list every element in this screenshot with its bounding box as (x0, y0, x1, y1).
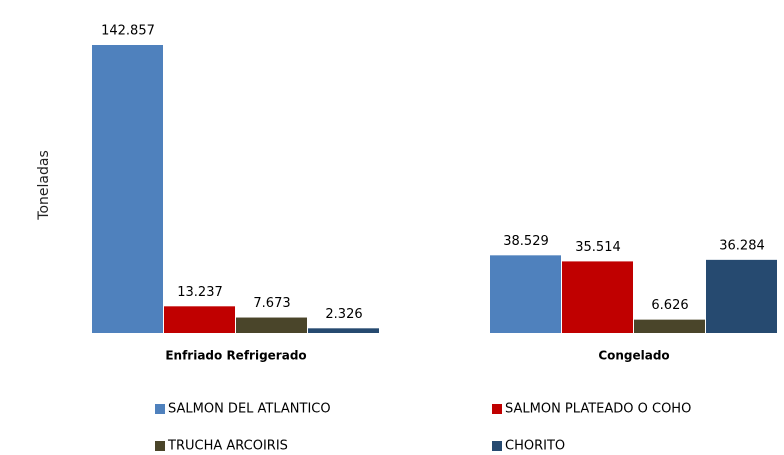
data-label: 13.237 (177, 285, 223, 300)
x-tick-label: Congelado (598, 349, 669, 363)
bar (562, 261, 633, 333)
x-tick-label: Enfriado Refrigerado (165, 349, 306, 363)
bar (236, 317, 307, 333)
bar (634, 319, 705, 333)
bar (308, 328, 379, 333)
legend-swatch (492, 441, 502, 451)
legend-swatch (155, 404, 165, 414)
data-label: 36.284 (719, 238, 765, 253)
bar (490, 255, 561, 333)
data-label: 6.626 (651, 298, 688, 313)
legend-swatch (492, 404, 502, 414)
data-label: 7.673 (253, 296, 290, 311)
bar (706, 259, 777, 333)
y-axis-label: Toneladas (36, 150, 52, 220)
legend-label: CHORITO (505, 439, 565, 454)
bar (164, 306, 235, 333)
legend-swatch (155, 441, 165, 451)
data-label: 142.857 (101, 24, 155, 39)
data-label: 35.514 (575, 240, 621, 255)
data-label: 38.529 (503, 234, 549, 249)
legend-label: TRUCHA ARCOIRIS (167, 439, 288, 454)
legend-label: SALMON PLATEADO O COHO (505, 402, 691, 417)
data-label: 2.326 (325, 307, 362, 322)
bar (92, 45, 163, 333)
legend-label: SALMON DEL ATLANTICO (168, 402, 331, 417)
